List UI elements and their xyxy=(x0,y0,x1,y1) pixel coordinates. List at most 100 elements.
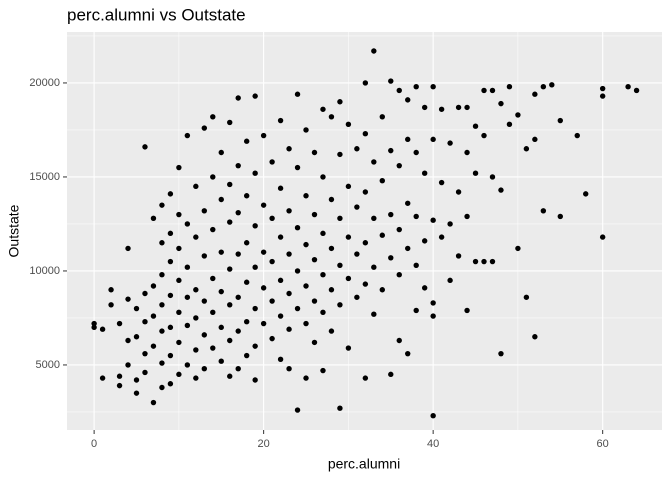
point xyxy=(201,366,208,372)
point xyxy=(405,350,411,357)
point xyxy=(227,119,233,126)
point xyxy=(243,279,250,285)
point xyxy=(227,337,233,344)
point xyxy=(413,213,419,220)
point xyxy=(227,373,233,379)
point xyxy=(235,251,241,257)
point xyxy=(142,350,148,357)
point xyxy=(311,149,318,156)
point xyxy=(150,283,157,289)
point xyxy=(201,125,208,131)
point xyxy=(294,268,301,274)
point xyxy=(99,375,106,381)
point xyxy=(371,264,377,270)
point xyxy=(167,230,174,237)
point xyxy=(142,369,148,376)
point xyxy=(371,215,377,222)
point xyxy=(599,93,606,99)
point xyxy=(269,159,275,165)
point xyxy=(371,48,377,54)
point xyxy=(540,208,547,214)
point xyxy=(413,262,419,269)
point xyxy=(167,292,174,299)
point xyxy=(557,213,563,220)
point xyxy=(235,366,241,372)
point xyxy=(413,307,419,314)
point xyxy=(345,121,352,128)
point xyxy=(430,300,436,306)
point xyxy=(277,313,284,319)
point xyxy=(498,100,504,107)
point xyxy=(277,356,284,363)
point xyxy=(133,334,140,340)
point xyxy=(337,215,343,222)
point xyxy=(498,187,504,193)
point xyxy=(633,87,640,94)
point xyxy=(455,253,462,259)
point xyxy=(133,305,140,312)
point xyxy=(133,377,140,383)
point xyxy=(193,287,199,293)
point xyxy=(243,319,250,325)
point xyxy=(193,183,199,190)
point xyxy=(311,211,318,218)
point xyxy=(320,272,326,278)
point xyxy=(227,181,233,188)
y-tick-label: 15000 xyxy=(29,171,60,183)
point xyxy=(388,147,394,154)
point xyxy=(227,302,233,308)
point xyxy=(303,127,309,133)
point xyxy=(396,337,402,344)
point xyxy=(337,405,343,411)
point xyxy=(286,146,292,152)
point xyxy=(345,275,352,282)
point xyxy=(625,84,631,90)
point xyxy=(150,399,157,406)
y-tick-label: 5000 xyxy=(36,359,60,371)
point xyxy=(150,215,157,222)
point xyxy=(515,112,521,118)
point xyxy=(506,121,513,128)
point xyxy=(405,97,411,103)
point xyxy=(455,189,462,195)
point xyxy=(413,149,419,156)
point xyxy=(328,196,335,203)
point xyxy=(447,221,453,227)
point xyxy=(252,305,258,312)
point xyxy=(388,371,394,378)
point xyxy=(430,136,436,143)
point xyxy=(506,84,513,90)
point xyxy=(235,294,241,300)
point xyxy=(159,360,165,366)
point xyxy=(599,234,606,240)
point xyxy=(252,264,258,270)
point xyxy=(523,146,530,152)
point xyxy=(396,162,402,169)
point xyxy=(337,302,343,308)
point xyxy=(252,223,258,229)
point xyxy=(193,234,199,240)
point xyxy=(184,362,191,368)
point xyxy=(167,324,174,331)
point xyxy=(125,245,131,252)
point xyxy=(218,149,224,156)
point xyxy=(320,174,326,180)
point xyxy=(176,211,182,218)
point xyxy=(532,136,538,143)
point xyxy=(354,204,360,210)
point xyxy=(362,131,369,137)
point xyxy=(421,285,428,291)
point xyxy=(252,377,258,383)
point xyxy=(99,326,106,332)
point xyxy=(362,375,369,381)
point xyxy=(311,339,318,346)
point xyxy=(337,151,343,158)
point xyxy=(379,114,385,120)
point xyxy=(362,240,369,246)
y-tick-label: 20000 xyxy=(29,77,60,89)
point xyxy=(235,95,241,101)
point xyxy=(455,104,462,111)
point xyxy=(159,328,165,334)
point xyxy=(218,324,224,331)
